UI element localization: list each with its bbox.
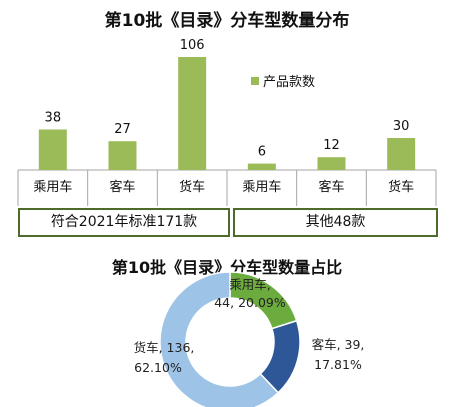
slice-label: 17.81%	[314, 357, 362, 372]
slice-label: 乘用车,	[229, 277, 270, 292]
data-label: 6	[258, 145, 266, 160]
bar	[108, 141, 137, 170]
category-label: 货车	[179, 179, 205, 195]
data-label: 30	[393, 119, 410, 134]
slice-label: 货车, 136,	[134, 340, 195, 355]
category-label: 货车	[388, 179, 414, 195]
donut-slice	[159, 271, 280, 407]
slice-label: 客车, 39,	[312, 337, 365, 352]
bar-chart-title: 第10批《目录》分车型数量分布	[104, 11, 350, 31]
category-label: 乘用车	[242, 179, 281, 195]
slice-label: 62.10%	[134, 360, 182, 375]
data-label: 27	[114, 122, 131, 137]
slice-label: 44, 20.09%	[214, 295, 286, 310]
category-label: 客车	[318, 179, 344, 195]
legend-swatch	[251, 77, 259, 85]
bar	[178, 57, 207, 170]
bar	[38, 129, 67, 170]
group-label-standard: 符合2021年标准171款	[18, 208, 230, 237]
bar	[387, 138, 416, 170]
bar	[247, 163, 276, 170]
group-label-other: 其他48款	[233, 208, 438, 237]
data-label: 12	[323, 138, 340, 153]
bar-chart: 38 乘用车 27 客车 106 货车 6 乘用车 12 客车 30 货车 产品款数	[17, 38, 437, 206]
category-label: 客车	[109, 179, 135, 195]
category-label: 乘用车	[33, 179, 72, 195]
bar	[317, 157, 346, 170]
legend-label: 产品款数	[263, 75, 315, 90]
data-label: 38	[45, 110, 62, 125]
donut-chart-title: 第10批《目录》分车型数量占比	[111, 258, 343, 277]
data-label: 106	[180, 38, 205, 53]
